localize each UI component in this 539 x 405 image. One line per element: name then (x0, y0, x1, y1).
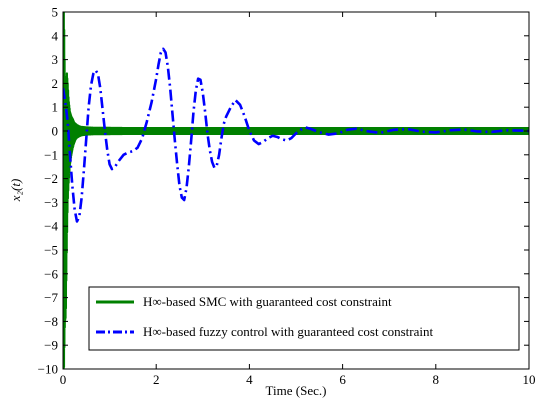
y-axis-title: x₂(t) (8, 179, 23, 203)
legend: H∞-based SMC with guaranteed cost constr… (88, 286, 520, 351)
y-tick-label: −4 (44, 219, 58, 234)
x-tick-label: 10 (523, 372, 536, 387)
y-tick-label: 1 (52, 100, 59, 115)
y-tick-label: −1 (44, 147, 58, 162)
legend-box (88, 286, 520, 351)
y-tick-label: 4 (52, 28, 59, 43)
x-tick-label: 4 (246, 372, 253, 387)
legend-label-smc: H∞-based SMC with guaranteed cost constr… (143, 294, 392, 309)
legend-label-fuzzy: H∞-based fuzzy control with guaranteed c… (143, 324, 434, 339)
y-tick-label: 3 (52, 52, 59, 67)
y-tick-label: −9 (44, 338, 58, 353)
series-smc-line (63, 12, 529, 369)
y-tick-label: −8 (44, 314, 58, 329)
x-tick-label: 0 (60, 372, 67, 387)
y-tick-label: −3 (44, 195, 58, 210)
x-tick-label: 6 (339, 372, 346, 387)
y-tick-label: −7 (44, 290, 58, 305)
x-tick-label: 2 (153, 372, 160, 387)
y-tick-label: −6 (44, 266, 58, 281)
y-tick-label: −5 (44, 243, 58, 258)
x-tick-label: 8 (433, 372, 440, 387)
plot-frame (62, 11, 530, 370)
series-layer (63, 12, 529, 369)
x-axis-title: Time (Sec.) (266, 383, 327, 398)
y-tick-label: 2 (52, 76, 59, 91)
y-tick-label: 5 (52, 5, 59, 20)
y-tick-label: 0 (52, 124, 59, 139)
y-tick-label: −10 (38, 362, 58, 377)
y-tick-label: −2 (44, 171, 58, 186)
